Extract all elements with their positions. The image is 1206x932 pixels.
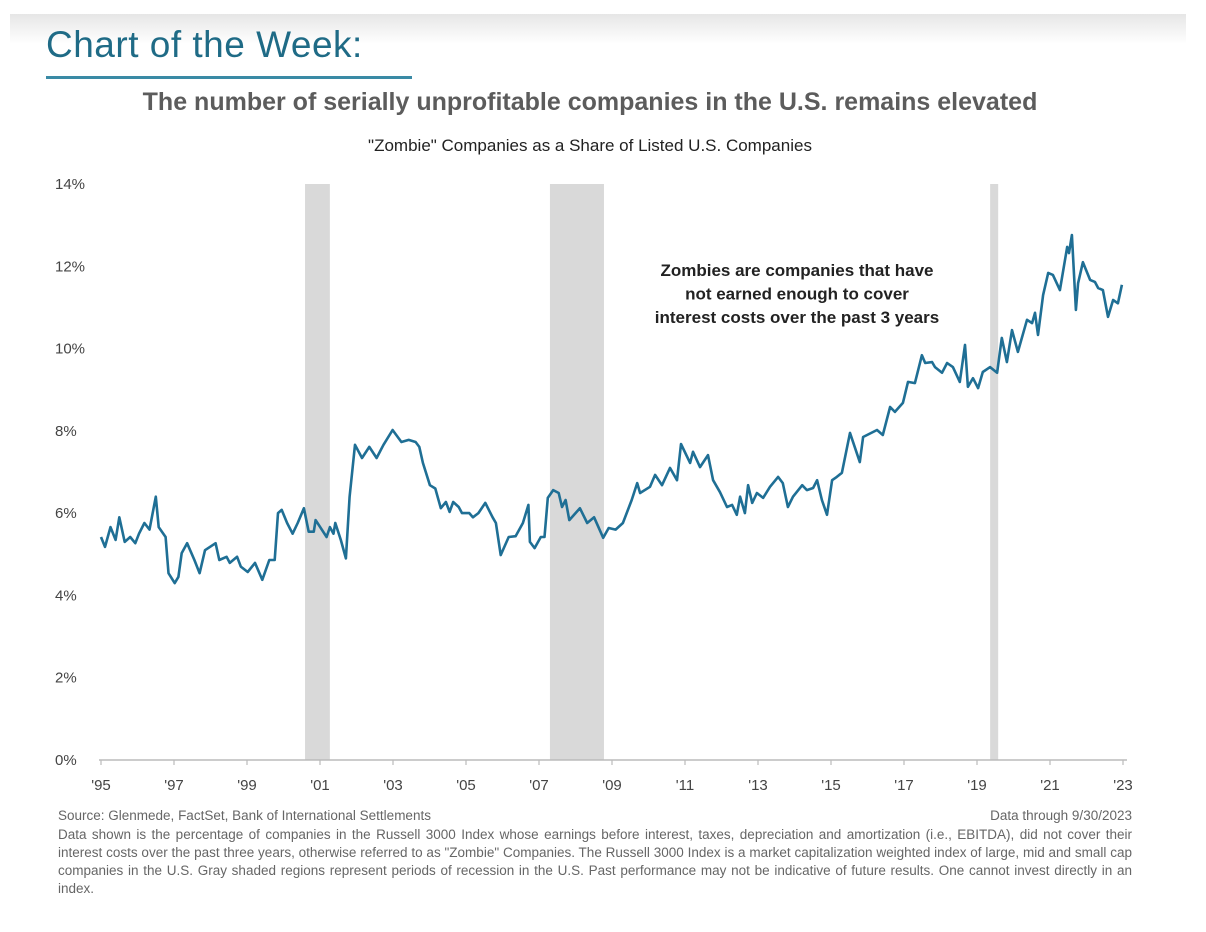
x-tick-label: '11 <box>676 777 694 794</box>
annotation-line: interest costs over the past 3 years <box>655 308 939 327</box>
y-tick-label: 4% <box>55 587 77 604</box>
annotation-line: not earned enough to cover <box>685 285 909 304</box>
series-line-zombie-share <box>99 233 1124 585</box>
x-tick-label: '07 <box>529 777 549 794</box>
x-tick-label: '05 <box>456 777 476 794</box>
heading-underline <box>46 76 412 79</box>
x-tick-label: '17 <box>894 777 914 794</box>
x-tick-label: '03 <box>383 777 403 794</box>
annotation-line: Zombies are companies that have <box>660 261 933 280</box>
y-tick-label: 6% <box>55 505 77 522</box>
x-tick-label: '99 <box>237 777 257 794</box>
series-lines <box>99 233 1124 585</box>
x-tick-label: '01 <box>310 777 330 794</box>
x-tick-label: '95 <box>91 777 111 794</box>
headline: The number of serially unprofitable comp… <box>142 88 1038 116</box>
x-tick-label: '21 <box>1040 777 1060 794</box>
x-tick-label: '23 <box>1113 777 1133 794</box>
source-note: Source: Glenmede, FactSet, Bank of Inter… <box>58 808 431 823</box>
x-tick-label: '19 <box>967 777 987 794</box>
chart-title: "Zombie" Companies as a Share of Listed … <box>368 136 812 155</box>
recession-band <box>990 184 999 760</box>
line-chart: 0% 2% 4% 6% 8% 10% 12% 14% '95 '97 '99 '01 '03 '05 '07… <box>55 176 1133 794</box>
y-tick-label: 10% <box>55 341 85 358</box>
y-tick-label: 12% <box>55 258 85 275</box>
y-tick-label: 0% <box>55 752 77 769</box>
data-through-note: Data through 9/30/2023 <box>990 808 1132 823</box>
annotation: Zombies are companies that have not earne… <box>655 261 939 327</box>
chart-of-the-week-heading: Chart of the Week: <box>46 24 363 65</box>
y-tick-label: 14% <box>55 176 85 193</box>
x-tick-label: '13 <box>748 777 768 794</box>
recession-band <box>305 184 330 760</box>
x-tick-label: '97 <box>164 777 184 794</box>
x-tick-label: '15 <box>821 777 841 794</box>
recession-bands <box>305 184 999 760</box>
axes: 0% 2% 4% 6% 8% 10% 12% 14% '95 '97 '99 '01 '03 '05 '07… <box>55 176 1133 794</box>
x-tick-label: '09 <box>602 777 622 794</box>
header-band <box>10 14 1186 44</box>
y-tick-label: 8% <box>55 423 77 440</box>
recession-band <box>549 184 604 760</box>
y-tick-label: 2% <box>55 670 77 687</box>
disclaimer-note: Data shown is the percentage of companie… <box>58 827 1132 896</box>
